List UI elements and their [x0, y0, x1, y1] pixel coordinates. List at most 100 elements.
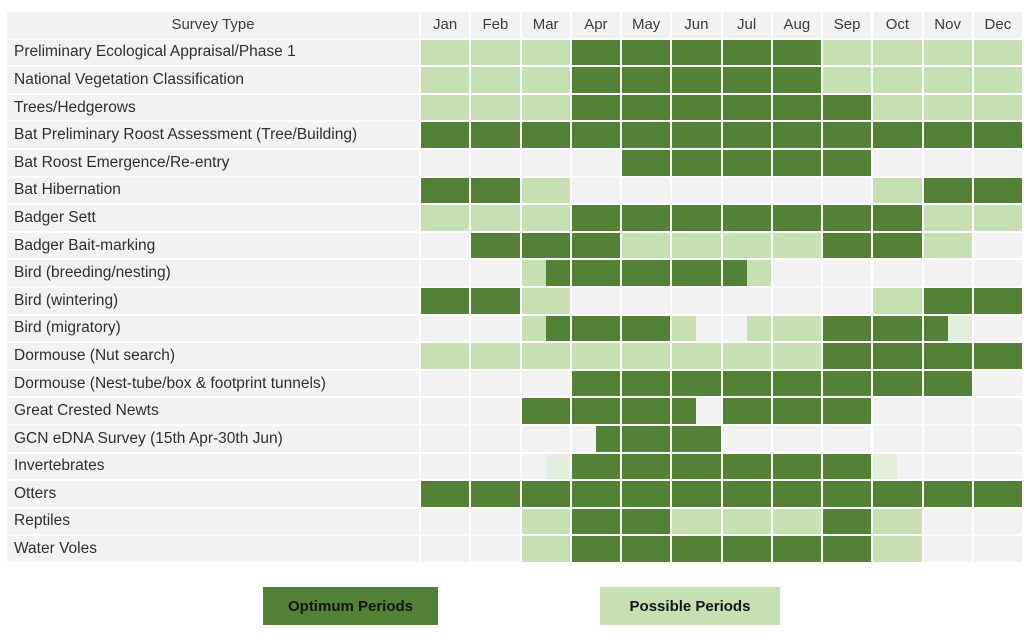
period-segment [521, 370, 570, 397]
column-header-jul: Jul [722, 12, 771, 38]
month-cell-feb [471, 205, 520, 231]
month-cell-aug [772, 67, 821, 93]
month-cell-feb [471, 343, 520, 369]
column-header-oct: Oct [873, 12, 922, 38]
month-cell-dec [973, 370, 1022, 397]
period-segment [622, 67, 671, 93]
month-cell-aug [772, 122, 821, 148]
month-cell-jul [722, 453, 771, 480]
period-segment [471, 508, 520, 535]
period-segment [973, 260, 1022, 286]
month-cell-jun [672, 94, 721, 121]
month-cell-apr [571, 177, 620, 204]
period-segment [722, 94, 771, 121]
period-segment [622, 508, 671, 535]
period-segment [421, 205, 470, 231]
period-segment [571, 315, 620, 342]
period-segment [421, 177, 470, 204]
period-segment [672, 149, 721, 176]
period-segment [571, 94, 620, 121]
month-cell-aug [772, 149, 821, 176]
month-cell-sep [823, 39, 872, 66]
row-label: Badger Bait-marking [7, 232, 419, 259]
period-segment [772, 39, 821, 66]
row-label: Reptiles [7, 508, 419, 535]
month-cell-mar [521, 205, 570, 231]
period-segment [923, 287, 972, 314]
month-cell-nov [923, 343, 972, 369]
period-segment [923, 260, 972, 286]
month-cell-apr [571, 536, 620, 562]
period-segment [672, 177, 721, 204]
period-segment [672, 536, 721, 562]
period-segment [571, 260, 620, 286]
row-label: National Vegetation Classification [7, 67, 419, 93]
period-segment [973, 343, 1022, 369]
month-cell-dec [973, 398, 1022, 424]
period-segment [471, 287, 520, 314]
month-cell-jun [672, 39, 721, 66]
period-segment [873, 205, 922, 231]
period-segment [471, 481, 520, 507]
row-label: Trees/Hedgerows [7, 94, 419, 121]
period-segment [823, 205, 872, 231]
period-segment [923, 94, 972, 121]
period-segment [873, 536, 922, 562]
month-cell-may [622, 205, 671, 231]
month-cell-oct [873, 453, 922, 480]
period-segment [973, 453, 1022, 480]
month-cell-dec [973, 149, 1022, 176]
period-segment [772, 508, 821, 535]
month-cell-apr [571, 232, 620, 259]
month-cell-jul [722, 94, 771, 121]
period-segment [471, 177, 520, 204]
period-segment [722, 177, 771, 204]
period-segment [873, 177, 922, 204]
period-segment [772, 94, 821, 121]
row-label: Bird (migratory) [7, 315, 419, 342]
period-segment [471, 453, 520, 480]
month-cell-nov [923, 260, 972, 286]
month-cell-mar [521, 232, 570, 259]
month-cell-mar [521, 287, 570, 314]
month-cell-jul [722, 177, 771, 204]
period-segment [923, 453, 972, 480]
month-cell-aug [772, 232, 821, 259]
period-segment [622, 122, 671, 148]
period-segment [873, 287, 922, 314]
period-segment [823, 94, 872, 121]
month-cell-jun [672, 315, 721, 342]
period-segment [923, 536, 972, 562]
month-cell-jan [421, 232, 470, 259]
month-cell-aug [772, 94, 821, 121]
month-cell-nov [923, 315, 972, 342]
period-segment [772, 343, 821, 369]
month-cell-jul [722, 370, 771, 397]
period-segment [973, 205, 1022, 231]
period-segment [923, 177, 972, 204]
month-cell-aug [772, 315, 821, 342]
month-cell-oct [873, 205, 922, 231]
period-segment [722, 398, 771, 424]
month-cell-sep [823, 343, 872, 369]
month-cell-sep [823, 260, 872, 286]
month-cell-sep [823, 67, 872, 93]
period-segment [521, 122, 570, 148]
period-segment [421, 398, 470, 424]
period-segment [471, 39, 520, 66]
period-segment [722, 425, 771, 452]
month-cell-dec [973, 39, 1022, 66]
month-cell-mar [521, 122, 570, 148]
period-segment [772, 370, 821, 397]
month-cell-may [622, 536, 671, 562]
month-cell-apr [571, 315, 620, 342]
month-cell-aug [772, 370, 821, 397]
period-segment [471, 260, 520, 286]
period-segment [622, 94, 671, 121]
month-cell-may [622, 453, 671, 480]
month-cell-sep [823, 315, 872, 342]
month-cell-dec [973, 481, 1022, 507]
month-cell-feb [471, 425, 520, 452]
period-segment [622, 398, 671, 424]
month-cell-jun [672, 149, 721, 176]
